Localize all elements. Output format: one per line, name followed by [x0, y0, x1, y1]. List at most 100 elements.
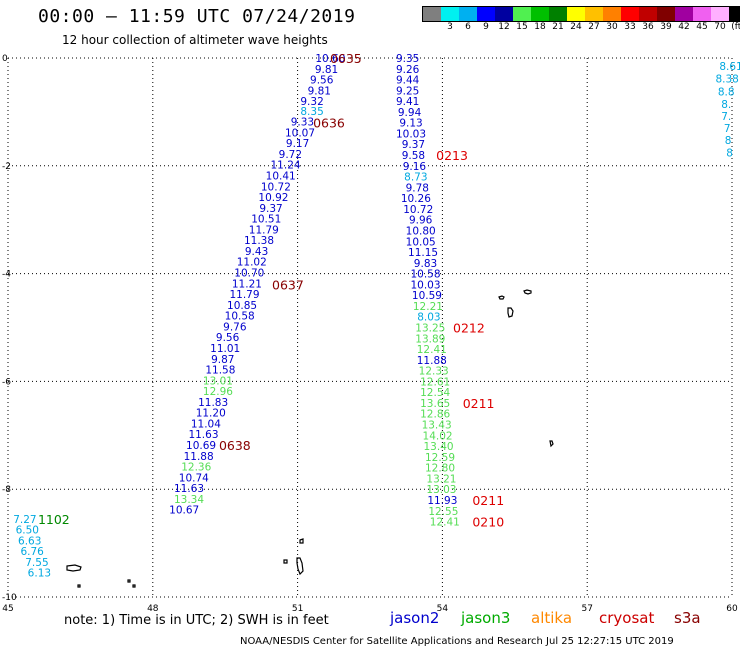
color-scale-tick: 9: [483, 22, 489, 32]
color-scale-tick: 42: [678, 22, 690, 32]
wave-height-value: 10.51: [251, 214, 281, 226]
wave-height-value: 9.43: [245, 246, 268, 258]
wave-height-value: 10.92: [258, 192, 288, 204]
wave-height-value: 12.41: [430, 517, 460, 529]
color-scale-tick: 45: [696, 22, 708, 32]
wave-height-value: 9.25: [396, 85, 419, 97]
wave-height-value: 12.54: [420, 387, 450, 399]
wave-height-value: 13.01: [203, 375, 233, 387]
wave-height-value: 13.89: [415, 333, 445, 345]
lon-tick-label: 57: [581, 604, 592, 614]
wave-height-value: 8.8: [718, 86, 735, 98]
wave-height-value: 9.56: [310, 75, 334, 87]
wave-height-value: 11.24: [271, 160, 301, 172]
color-scale-tick: 21: [552, 22, 564, 32]
color-swatch: [729, 7, 740, 21]
wave-height-value: 9.72: [279, 149, 302, 161]
wave-height-value: 7: [724, 123, 731, 135]
wave-height-value: 10.58: [225, 311, 255, 323]
wave-height-value: 9.83: [414, 258, 437, 270]
wave-height-value: 9.33: [291, 117, 314, 129]
color-swatch: [621, 7, 639, 21]
color-swatch: [477, 7, 495, 21]
island-outline: [299, 538, 304, 544]
pass-time-label: 0213: [436, 148, 468, 163]
wave-height-value: 10.67: [169, 505, 199, 517]
wave-height-value: 11.79: [249, 224, 279, 236]
wave-height-value: 9.41: [396, 96, 419, 108]
color-scale-tick: 36: [642, 22, 654, 32]
lat-tick-label: -6: [2, 377, 11, 387]
legend-s3a: s3a: [674, 609, 701, 627]
island-outlines: [66, 289, 554, 588]
color-scale-tick: 39: [660, 22, 672, 32]
wave-height-value: 8.03: [417, 312, 440, 324]
axis-tick-labels: 45 48 51 54 57 60 0 -2 -4 -6 -8 -10: [2, 54, 738, 614]
color-swatch: [459, 7, 477, 21]
wave-height-value: 11.04: [191, 418, 221, 430]
wave-height-value: 12.61: [420, 376, 450, 388]
legend-jason2: jason2: [390, 609, 440, 627]
wave-height-value: 7.55: [25, 557, 48, 569]
wave-height-value: 9.44: [396, 75, 420, 87]
wave-height-value: 13.34: [174, 494, 204, 506]
color-swatch: [585, 7, 603, 21]
wave-height-value: 6.76: [20, 546, 44, 558]
wave-height-value: 9.32: [300, 96, 323, 108]
wave-height-value: 13.03: [426, 484, 456, 496]
color-swatch: [711, 7, 729, 21]
wave-height-value: 8: [725, 135, 732, 147]
wave-height-labels: 10.609.819.569.819.328.359.3310.079.179.…: [13, 51, 740, 580]
color-scale-tick: (ft): [731, 22, 740, 32]
wave-height-value: 13.65: [420, 398, 450, 410]
wave-height-value: 13.25: [415, 323, 445, 335]
pass-time-label: 1102: [38, 512, 70, 527]
wave-height-value: 9.35: [396, 53, 419, 65]
wave-height-value: 10.03: [410, 279, 440, 291]
wave-height-value: 11.79: [229, 289, 259, 301]
wave-height-value: 9.37: [402, 139, 425, 151]
wave-height-value: 8: [726, 147, 733, 159]
wave-height-value: 12.41: [417, 344, 447, 356]
wave-height-value: 10.03: [396, 128, 426, 140]
island-outline: [296, 557, 304, 576]
lon-tick-label: 60: [726, 604, 738, 614]
footnote: note: 1) Time is in UTC; 2) SWH is in fe…: [64, 613, 329, 628]
wave-height-value: 9.16: [403, 161, 427, 173]
wave-height-value: 14.02: [423, 430, 453, 442]
lon-tick-label: 48: [147, 604, 159, 614]
island-outline: [77, 584, 81, 588]
wave-height-value: 11.38: [244, 235, 274, 247]
color-swatch: [639, 7, 657, 21]
island-outline: [498, 295, 505, 300]
wave-height-value: 12.55: [428, 506, 458, 518]
wave-height-value: 10.58: [410, 269, 440, 281]
wave-height-value: 9.87: [211, 354, 234, 366]
color-swatch: [603, 7, 621, 21]
color-scale-tick: 27: [588, 22, 600, 32]
color-swatch: [567, 7, 585, 21]
wave-height-value: 10.72: [403, 204, 433, 216]
wave-height-value: 11.88: [184, 451, 214, 463]
wave-height-value: 11.93: [427, 495, 457, 507]
wave-height-value: 12.36: [181, 462, 211, 474]
wave-height-value: 10.69: [186, 440, 216, 452]
pass-time-label: 0210: [472, 515, 504, 530]
wave-height-value: 10.80: [406, 225, 436, 237]
color-scale-tick: 6: [465, 22, 471, 32]
color-swatch: [693, 7, 711, 21]
pass-time-label: 0638: [219, 438, 251, 453]
wave-height-value: 13.21: [426, 473, 456, 485]
wave-height-value: 9.81: [315, 64, 338, 76]
wave-height-value: 8.: [721, 99, 731, 111]
wave-height-value: 12.21: [413, 301, 443, 313]
island-outline: [283, 559, 288, 564]
island-outline: [549, 440, 554, 448]
lon-tick-label: 45: [2, 604, 13, 614]
wave-height-value: 13.40: [424, 441, 454, 453]
color-scale-bar: [422, 6, 740, 22]
wave-height-value: 11.83: [198, 397, 228, 409]
wave-height-value: 11.02: [237, 257, 267, 269]
